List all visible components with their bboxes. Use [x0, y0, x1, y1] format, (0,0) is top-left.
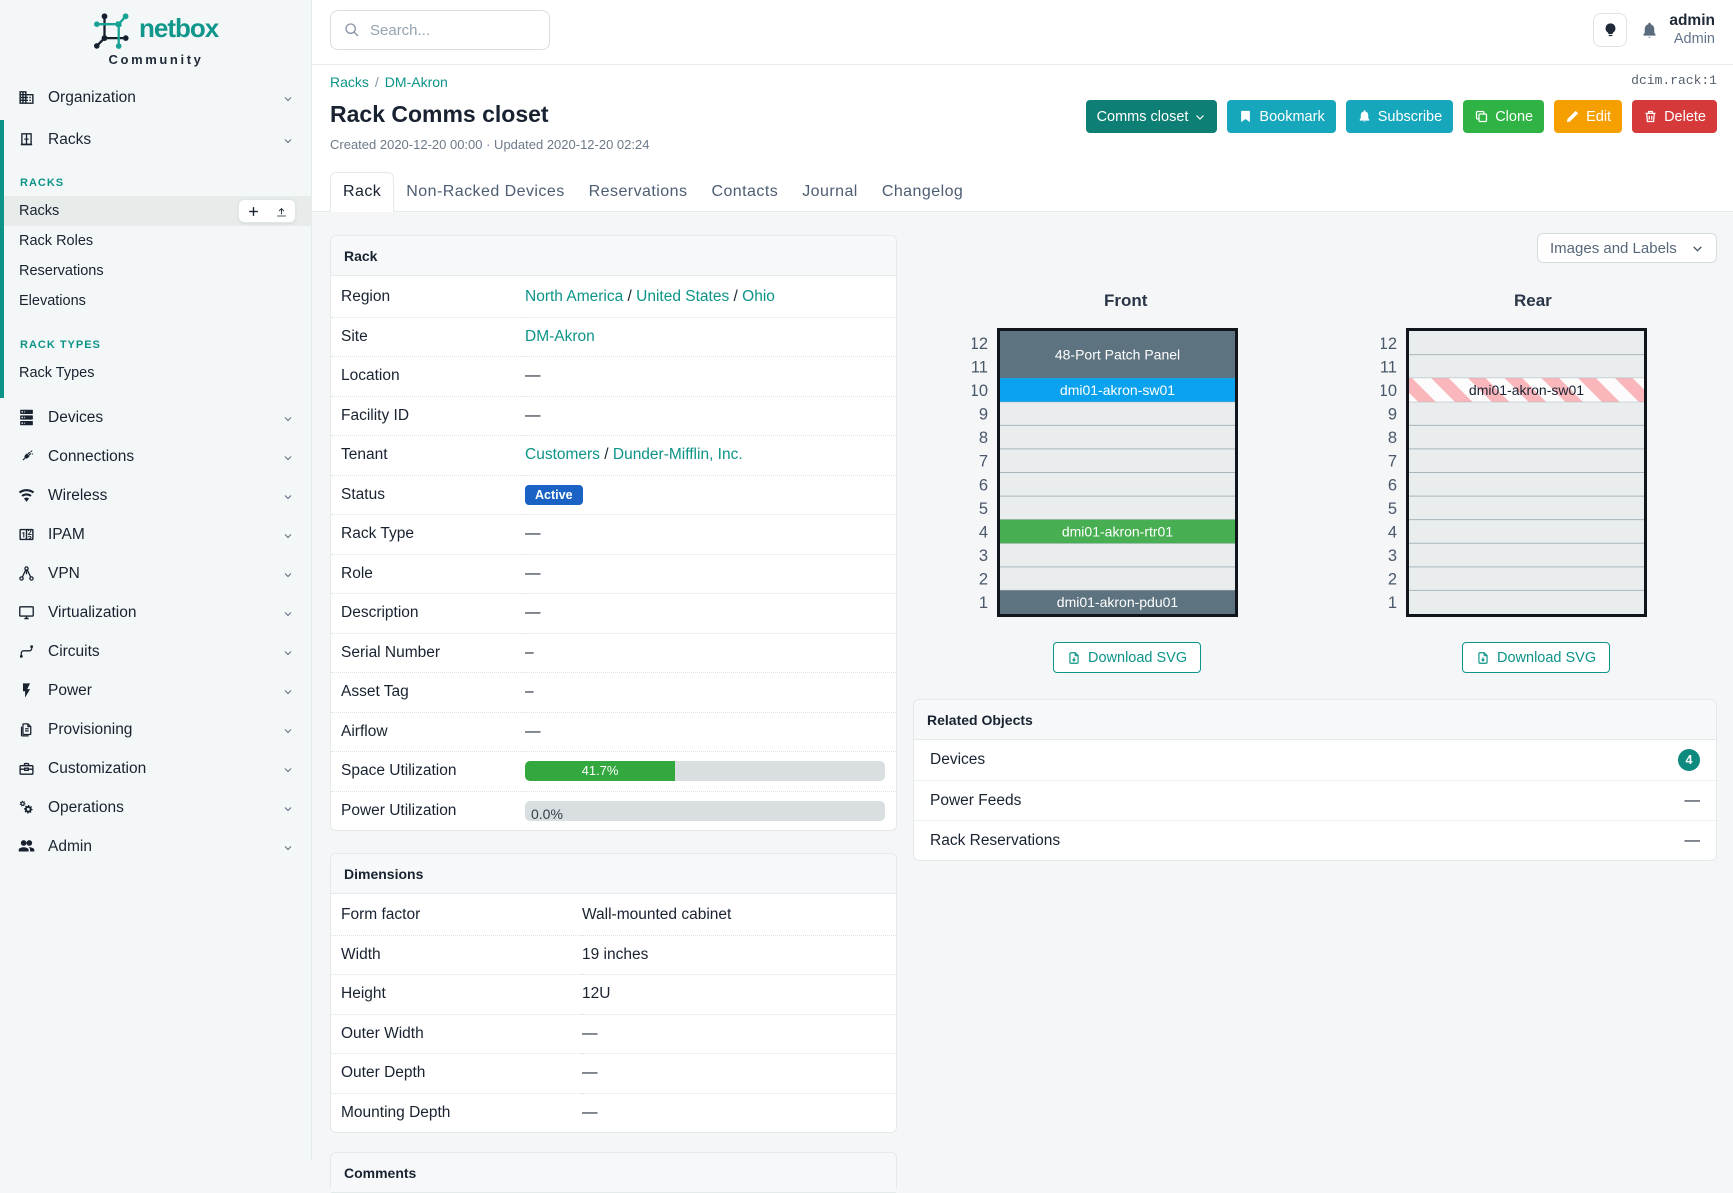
svg-text:6: 6 — [979, 476, 988, 494]
svg-text:9: 9 — [979, 406, 988, 424]
svg-text:3: 3 — [979, 547, 988, 565]
svg-text:4: 4 — [979, 523, 988, 541]
svg-text:dmi01-akron-pdu01: dmi01-akron-pdu01 — [1057, 594, 1179, 610]
svg-text:1: 1 — [1388, 594, 1397, 612]
svg-text:9: 9 — [1388, 406, 1397, 424]
svg-text:12: 12 — [972, 335, 988, 353]
svg-text:5: 5 — [1388, 500, 1397, 518]
svg-text:11: 11 — [972, 358, 988, 376]
svg-text:2: 2 — [1388, 571, 1397, 589]
svg-text:7: 7 — [979, 453, 988, 471]
svg-text:7: 7 — [1388, 453, 1397, 471]
svg-text:8: 8 — [979, 429, 988, 447]
svg-text:48-Port Patch Panel: 48-Port Patch Panel — [1055, 347, 1180, 363]
svg-text:6: 6 — [1388, 476, 1397, 494]
svg-text:10: 10 — [972, 382, 988, 400]
svg-text:1: 1 — [979, 594, 988, 612]
svg-text:dmi01-akron-sw01: dmi01-akron-sw01 — [1060, 382, 1175, 398]
svg-text:11: 11 — [1381, 358, 1397, 376]
svg-text:5: 5 — [979, 500, 988, 518]
svg-text:dmi01-akron-sw01: dmi01-akron-sw01 — [1469, 382, 1584, 398]
svg-text:12: 12 — [1381, 335, 1397, 353]
svg-text:10: 10 — [1381, 382, 1397, 400]
svg-text:8: 8 — [1388, 429, 1397, 447]
svg-text:dmi01-akron-rtr01: dmi01-akron-rtr01 — [1062, 523, 1173, 539]
svg-text:2: 2 — [979, 571, 988, 589]
svg-text:3: 3 — [1388, 547, 1397, 565]
svg-text:4: 4 — [1388, 523, 1397, 541]
